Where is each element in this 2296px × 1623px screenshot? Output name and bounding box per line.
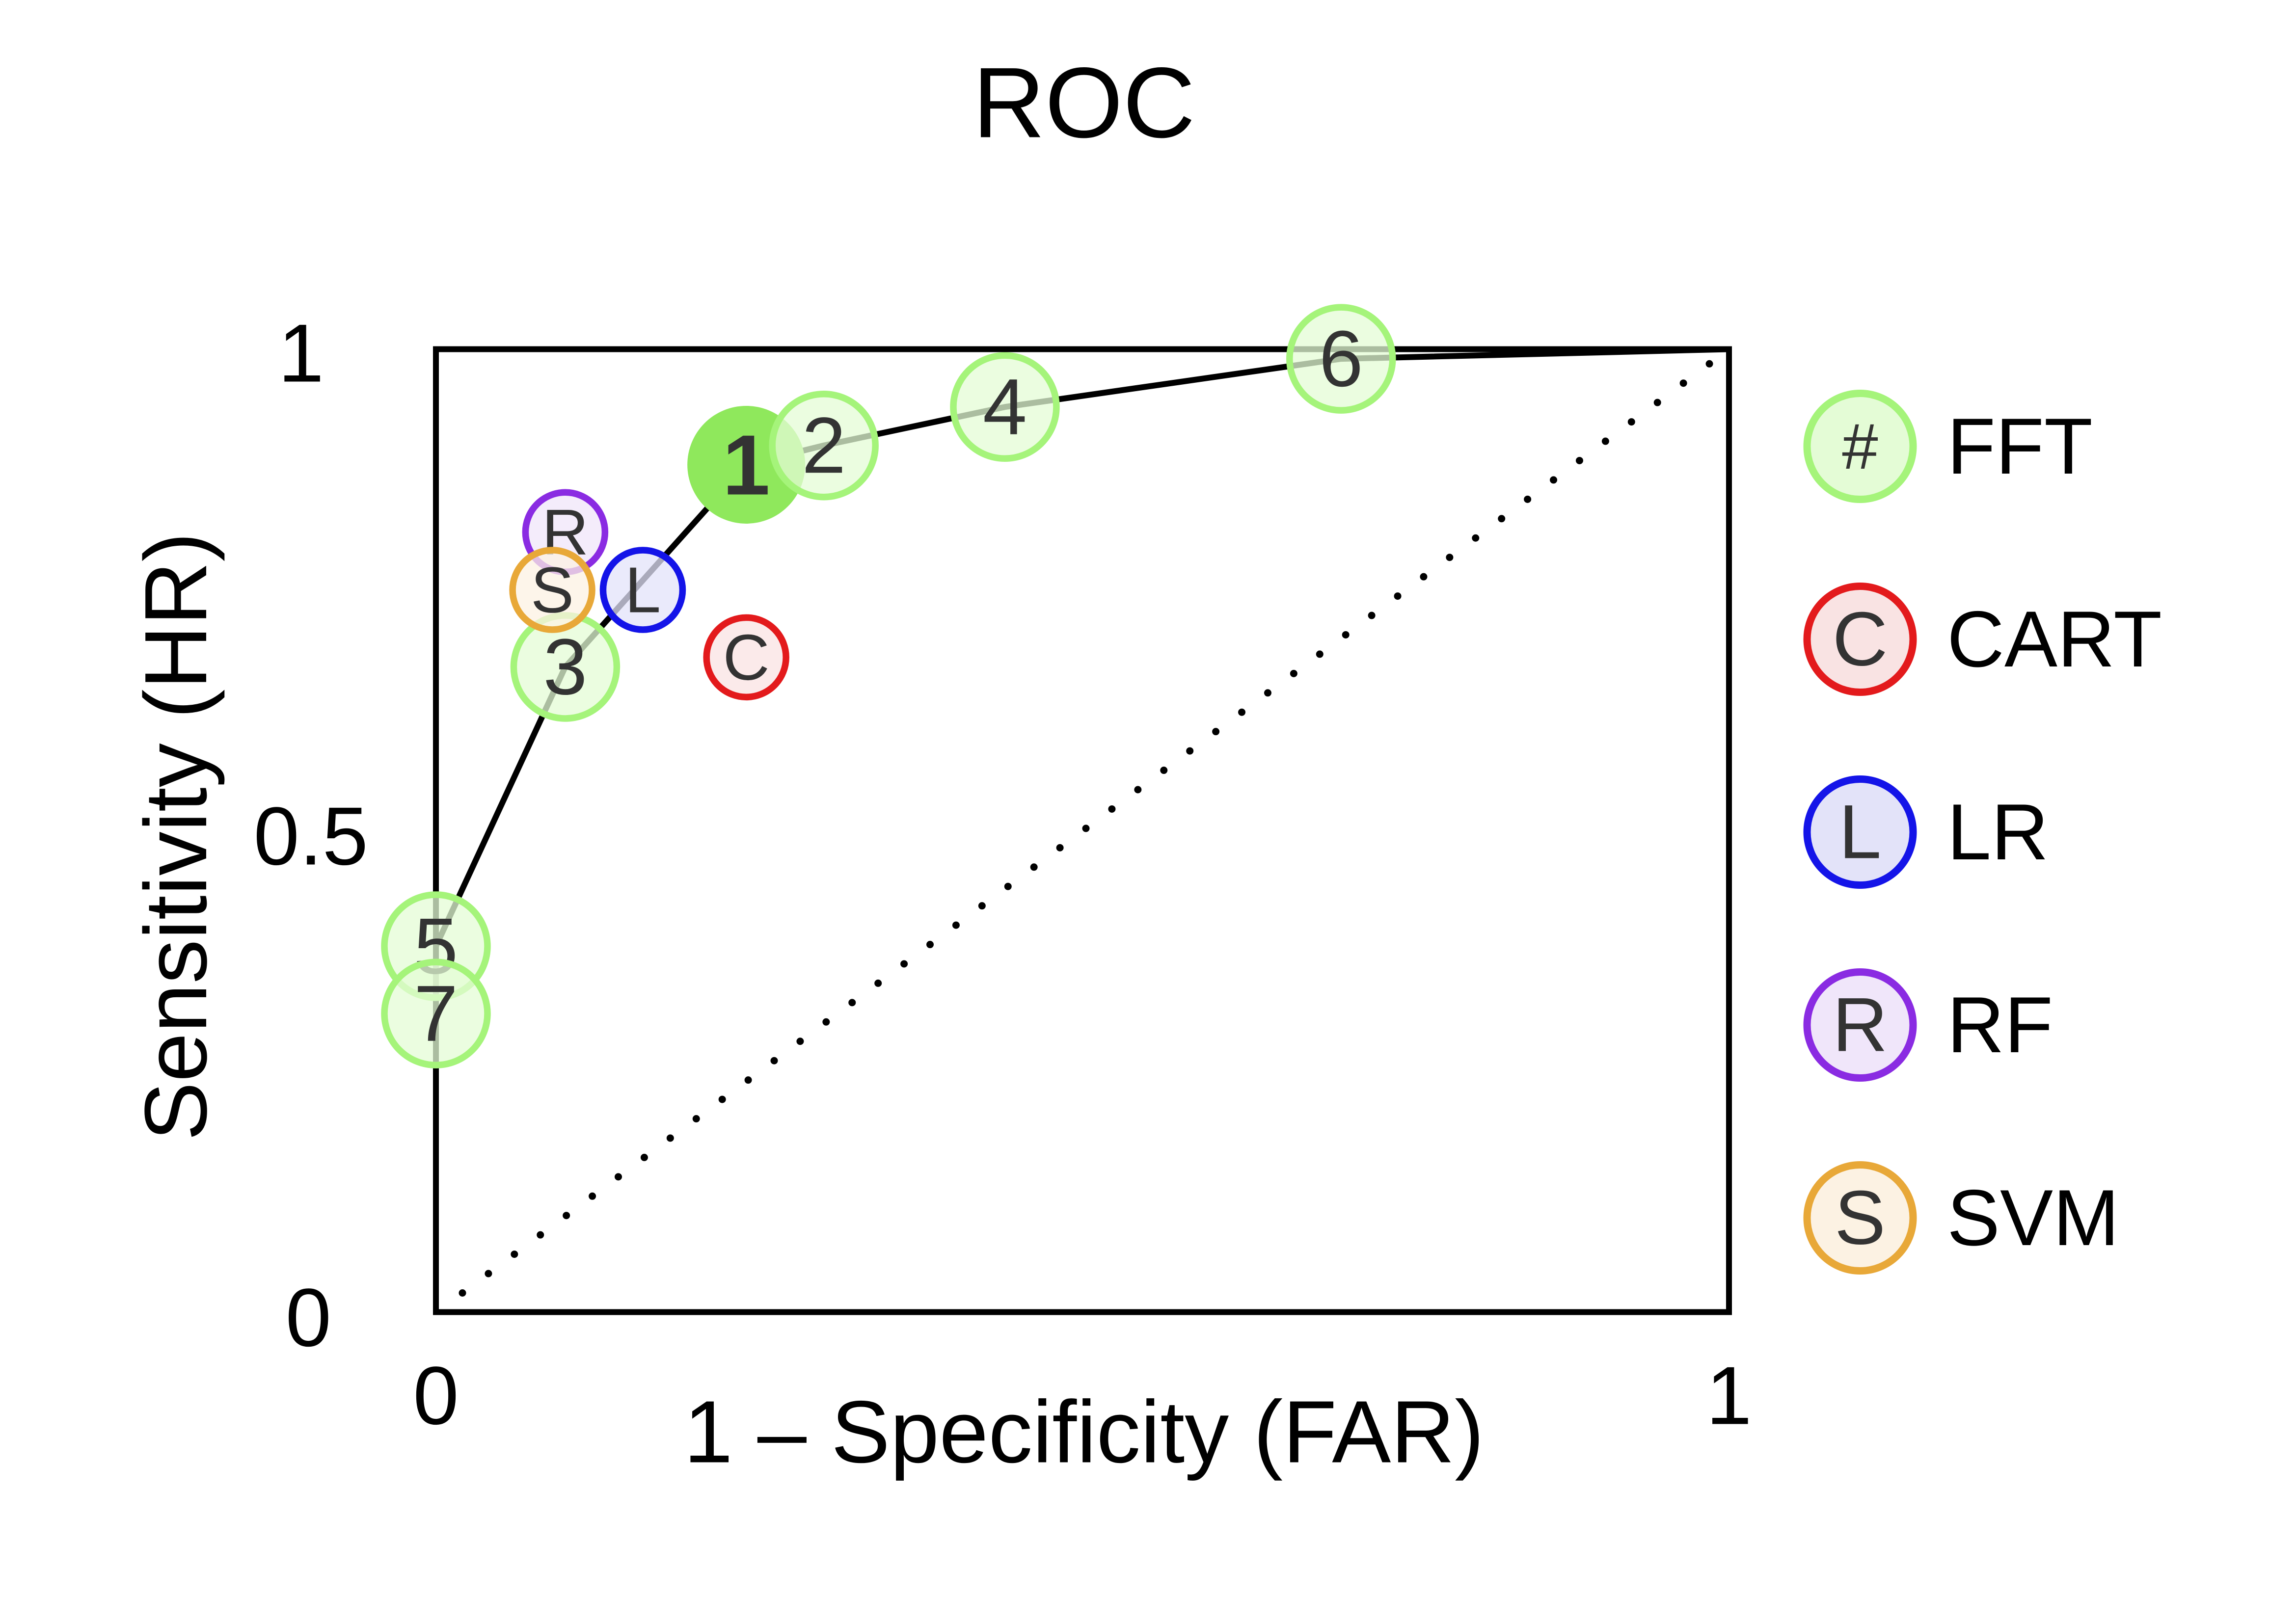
legend-symbol: L <box>1839 790 1882 875</box>
legend-marker <box>1803 775 1917 889</box>
chart-title: ROC <box>972 47 1195 159</box>
lr-point: L <box>599 547 686 633</box>
point-label: 2 <box>802 401 846 490</box>
legend-label: SVM <box>1947 1173 2119 1262</box>
x-tick-label-0: 0 <box>413 1350 459 1442</box>
point-label: S <box>531 554 574 626</box>
point-marker <box>381 958 491 1069</box>
legend: # FFT C CART L LR R RF S SVM <box>1803 389 2162 1275</box>
x-axis-label: 1 – Specificity (FAR) <box>684 1383 1484 1482</box>
legend-marker <box>1803 968 1917 1082</box>
legend-label: CART <box>1947 595 2162 684</box>
point-label: 3 <box>543 622 587 711</box>
legend-marker <box>1803 583 1917 696</box>
legend-symbol: # <box>1842 410 1878 482</box>
point-label: L <box>625 554 661 626</box>
point-marker <box>599 547 686 633</box>
legend-item-lr: L LR <box>1803 775 2049 889</box>
point-marker <box>769 390 879 501</box>
x-tick-label-1: 1 <box>1706 1350 1752 1442</box>
y-tick-label-0: 0 <box>286 1272 331 1364</box>
legend-label: LR <box>1947 788 2049 877</box>
fft-point-2: 2 <box>769 390 879 501</box>
legend-symbol: S <box>1835 1175 1886 1261</box>
point-marker <box>703 614 789 701</box>
fft-point-6: 6 <box>1286 304 1396 414</box>
point-marker <box>509 547 595 633</box>
point-label: 1 <box>723 417 770 512</box>
fft-point-4: 4 <box>950 352 1060 462</box>
plot-frame <box>433 346 1732 1315</box>
legend-marker <box>1803 1161 1917 1275</box>
point-label: 6 <box>1319 315 1363 403</box>
point-label: 7 <box>414 969 458 1058</box>
svm-point: S <box>509 547 595 633</box>
legend-item-svm: S SVM <box>1803 1161 2119 1275</box>
point-marker <box>950 352 1060 462</box>
y-tick-label-1: 1 <box>278 307 324 399</box>
point-label: 4 <box>983 363 1027 452</box>
legend-marker <box>1803 389 1917 503</box>
y-axis-label: Sensitivity (HR) <box>127 532 225 1141</box>
legend-item-rf: R RF <box>1803 968 2053 1082</box>
chance-diagonal <box>459 345 1733 1297</box>
legend-item-cart: C CART <box>1803 583 2162 696</box>
fft-point-7: 7 <box>381 958 491 1069</box>
legend-label: RF <box>1947 981 2053 1069</box>
legend-symbol: C <box>1833 597 1888 682</box>
cart-point: C <box>703 614 789 701</box>
fft-roc-curve <box>433 346 1729 1014</box>
legend-symbol: R <box>1833 983 1888 1068</box>
y-tick-label-0-5: 0.5 <box>253 790 368 882</box>
point-marker <box>1286 304 1396 414</box>
point-label: C <box>723 621 769 693</box>
legend-label: FFT <box>1947 402 2093 491</box>
legend-item-fft: # FFT <box>1803 389 2093 503</box>
